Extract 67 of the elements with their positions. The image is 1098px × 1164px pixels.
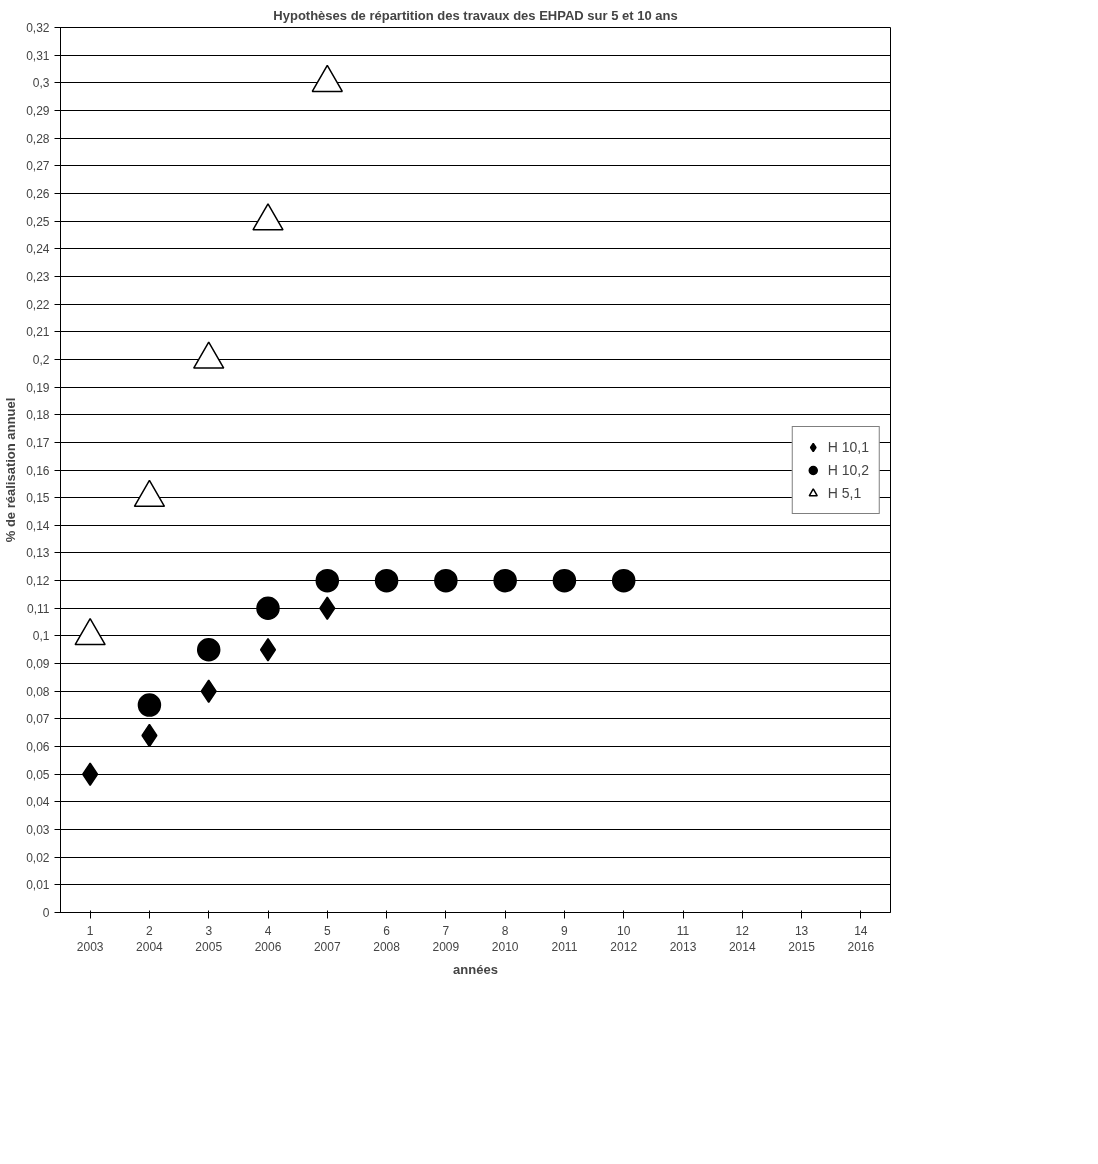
- point: [493, 568, 517, 593]
- legend-label: H 10,2: [827, 461, 869, 478]
- x-tick-label: 12 2014: [728, 923, 756, 955]
- y-tick-label: 0,23: [26, 269, 50, 284]
- y-tick-label: 0,04: [26, 795, 50, 810]
- point: [374, 568, 399, 593]
- y-tick-label: 0,13: [26, 546, 50, 561]
- legend-label: H 10,1: [827, 438, 869, 455]
- point: [196, 638, 221, 662]
- x-tick-label: 10 2012: [610, 923, 638, 955]
- x-tick-label: 4 2006: [254, 923, 282, 955]
- legend-label: H 5,1: [827, 484, 862, 501]
- y-tick-label: 0,27: [26, 159, 50, 174]
- y-tick-label: 0,07: [26, 712, 50, 727]
- y-tick-label: 0,01: [26, 878, 50, 893]
- chart-title: Hypothèses de répartition des travaux des EHPAD sur 5 et 10 ans: [273, 7, 678, 23]
- y-tick-label: 0,26: [26, 186, 50, 201]
- y-tick-label: 0,28: [26, 131, 50, 146]
- x-tick-label: 3 2005: [195, 923, 223, 955]
- x-tick-label: 6 2008: [373, 923, 401, 955]
- y-tick-label: 0,11: [27, 601, 50, 616]
- y-tick-label: 0,05: [26, 767, 50, 782]
- x-tick-label: 8 2010: [491, 923, 519, 955]
- y-tick-label: 0,17: [26, 435, 50, 450]
- point: [256, 596, 280, 621]
- y-tick-label: 0,16: [26, 463, 50, 478]
- y-tick-label: 0,14: [26, 518, 50, 533]
- x-tick-label: 14 2016: [847, 923, 875, 955]
- point: [137, 693, 162, 717]
- y-tick-label: 0,12: [26, 574, 50, 589]
- y-tick-label: 0,02: [26, 850, 50, 865]
- y-tick-label: 0,3: [32, 76, 50, 91]
- point: [552, 568, 577, 593]
- x-tick-label: 5 2007: [313, 923, 341, 955]
- x-tick-label: 7 2009: [432, 923, 460, 955]
- x-tick-label: 2 2004: [136, 923, 164, 955]
- y-tick-label: 0,08: [26, 684, 50, 699]
- x-tick-label: 1 2003: [76, 923, 104, 955]
- x-tick-label: 13 2015: [788, 923, 816, 955]
- point: [259, 638, 277, 662]
- y-axis-title: % de réalisation annuel: [3, 397, 19, 543]
- point: [434, 568, 458, 593]
- y-tick-label: 0,25: [26, 214, 50, 229]
- y-tick-label: 0,06: [26, 740, 50, 755]
- y-tick-label: 0,15: [26, 491, 50, 506]
- x-tick-label: 9 2011: [551, 923, 578, 955]
- x-tick-label: 11 2013: [669, 923, 697, 955]
- point: [200, 679, 217, 703]
- point: [82, 762, 99, 786]
- y-tick-label: 0,24: [26, 242, 50, 257]
- point: [611, 568, 636, 593]
- y-tick-label: 0,03: [26, 823, 50, 838]
- y-tick-label: 0,09: [26, 657, 50, 672]
- y-tick-label: 0,18: [26, 408, 50, 423]
- point: [315, 568, 340, 593]
- y-tick-label: 0,22: [26, 297, 50, 312]
- y-tick-label: 0,32: [26, 21, 50, 35]
- y-tick-label: 0,29: [26, 103, 50, 118]
- point: [311, 64, 344, 93]
- y-tick-label: 0,31: [26, 48, 50, 63]
- y-tick-label: 0,2: [32, 352, 50, 367]
- point: [252, 203, 284, 231]
- y-tick-label: 0: [42, 906, 50, 920]
- y-tick-label: 0,21: [26, 325, 50, 340]
- y-tick-label: 0,19: [26, 380, 50, 395]
- y-tick-label: 0,1: [32, 629, 50, 644]
- x-axis-title: années: [453, 962, 498, 978]
